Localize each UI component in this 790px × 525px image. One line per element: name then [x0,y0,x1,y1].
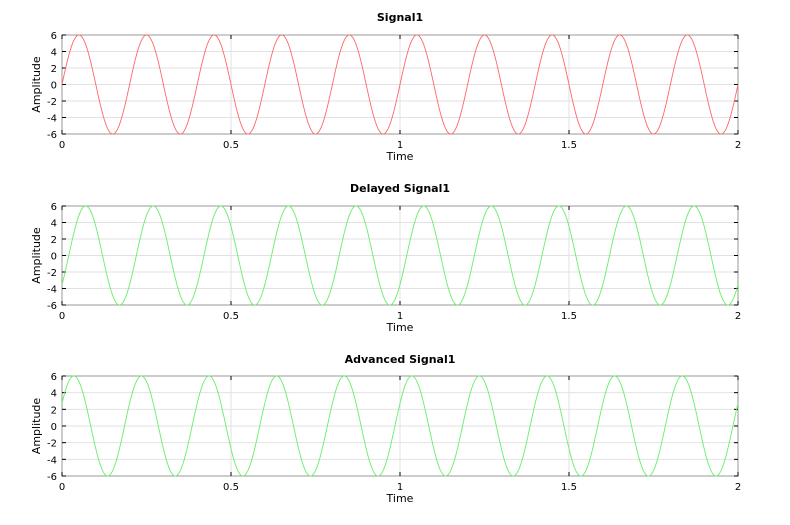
y-tick-label: -4 [47,455,57,466]
y-tick-label: 6 [51,31,57,42]
x-tick-label: 0.5 [223,140,239,151]
x-axis-label: Time [386,150,414,163]
y-tick-label: -6 [47,472,57,483]
y-tick-label: 6 [51,372,57,383]
x-tick-label: 0.5 [223,482,239,493]
x-tick-label: 2 [735,311,741,322]
subplot-3: 0 0.5 1 1.5 2 6 4 2 0 -2 -4 -6 Advanced Signal1 Time A… [30,353,741,505]
y-tick-label: 2 [51,64,57,75]
x-tick-label: 0 [59,140,65,151]
x-tick-label: 1.5 [561,140,577,151]
signal-line [61,34,739,135]
x-tick-label: 0 [59,311,65,322]
x-tick-label: 1 [397,140,403,151]
y-tick-label: -2 [47,439,57,450]
y-tick-label: -4 [47,285,57,296]
chart-title: Advanced Signal1 [345,353,456,366]
y-tick-label: 4 [51,389,57,400]
x-axis-label: Time [386,492,414,505]
y-tick-label: -2 [47,97,57,108]
x-tick-label: 1.5 [561,482,577,493]
x-tick-label: 0.5 [223,311,239,322]
signal-line [61,375,739,477]
y-tick-label: 4 [51,48,57,59]
y-axis-label: Amplitude [30,56,43,113]
x-axis-label: Time [386,321,414,334]
x-tick-label: 1 [397,311,403,322]
x-tick-label: 2 [735,140,741,151]
y-tick-label: 0 [51,252,57,263]
y-tick-label: 4 [51,219,57,230]
subplot-1: 0 0.5 1 1.5 2 6 4 2 0 -2 -4 -6 Signal1 Time Amplitude [30,11,741,163]
x-tick-label: 1.5 [561,311,577,322]
y-axis-label: Amplitude [30,227,43,284]
chart-title: Signal1 [377,11,423,24]
y-tick-label: 0 [51,81,57,92]
x-tick-label: 0 [59,482,65,493]
y-tick-label: 2 [51,235,57,246]
y-tick-label: -4 [47,114,57,125]
signal-line [61,205,739,306]
y-tick-label: -6 [47,301,57,312]
y-tick-label: 2 [51,405,57,416]
x-tick-label: 2 [735,482,741,493]
chart-title: Delayed Signal1 [350,182,450,195]
y-tick-label: -6 [47,130,57,141]
subplot-2: 0 0.5 1 1.5 2 6 4 2 0 -2 -4 -6 Delayed Signal1 Time Am… [30,182,741,334]
y-tick-label: 0 [51,422,57,433]
y-axis-label: Amplitude [30,398,43,455]
x-tick-label: 1 [397,482,403,493]
y-tick-label: -2 [47,268,57,279]
y-tick-label: 6 [51,202,57,213]
